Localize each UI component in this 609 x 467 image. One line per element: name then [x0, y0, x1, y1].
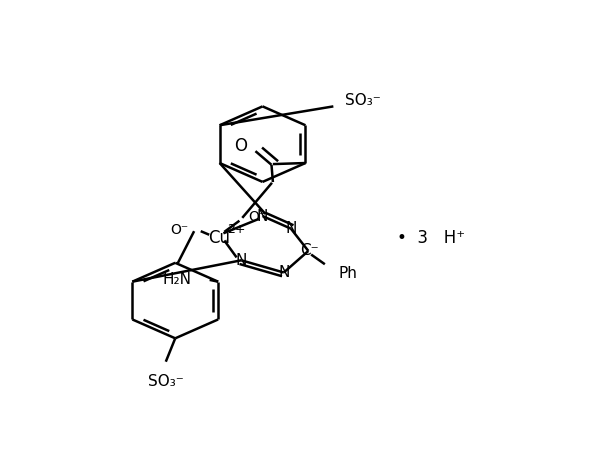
Text: O: O [234, 137, 247, 155]
Text: C⁻: C⁻ [300, 243, 319, 258]
Text: SO₃⁻: SO₃⁻ [148, 374, 184, 389]
Text: •  3   H⁺: • 3 H⁺ [397, 229, 465, 247]
Text: O⁻: O⁻ [170, 223, 188, 237]
Text: Cu: Cu [208, 229, 230, 247]
Text: 2+: 2+ [227, 223, 246, 236]
Text: N: N [285, 221, 297, 236]
Text: SO₃⁻: SO₃⁻ [345, 93, 381, 108]
Text: N: N [278, 265, 289, 280]
Text: Ph: Ph [338, 266, 357, 281]
Text: N: N [257, 209, 268, 224]
Text: H₂N: H₂N [163, 272, 192, 287]
Text: N: N [236, 253, 247, 268]
Text: O⁻: O⁻ [248, 210, 266, 224]
